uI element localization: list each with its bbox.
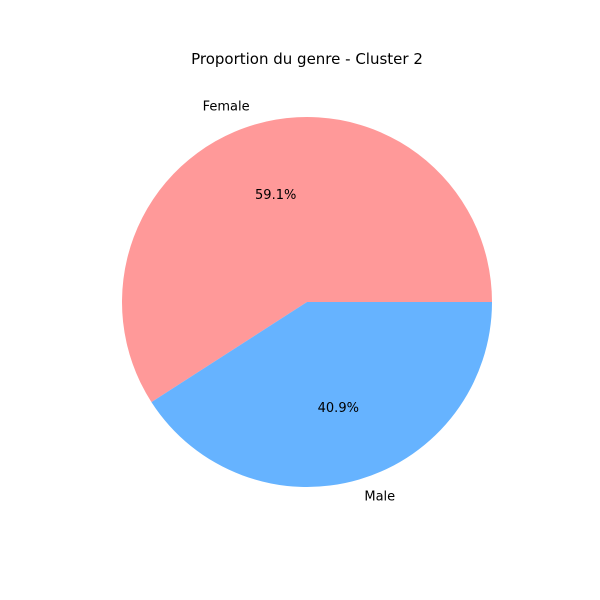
- pie-labels: Female 59.1% Male 40.9%: [203, 99, 396, 504]
- chart-title: Proportion du genre - Cluster 2: [191, 50, 423, 68]
- pie-slices: [122, 117, 493, 488]
- pie-slice-male: [151, 302, 493, 488]
- slice-percent-male: 40.9%: [318, 401, 359, 416]
- slice-label-male: Male: [364, 490, 395, 505]
- pie-slice-female: [122, 117, 492, 403]
- slice-label-female: Female: [203, 99, 250, 114]
- slice-percent-female: 59.1%: [255, 188, 296, 203]
